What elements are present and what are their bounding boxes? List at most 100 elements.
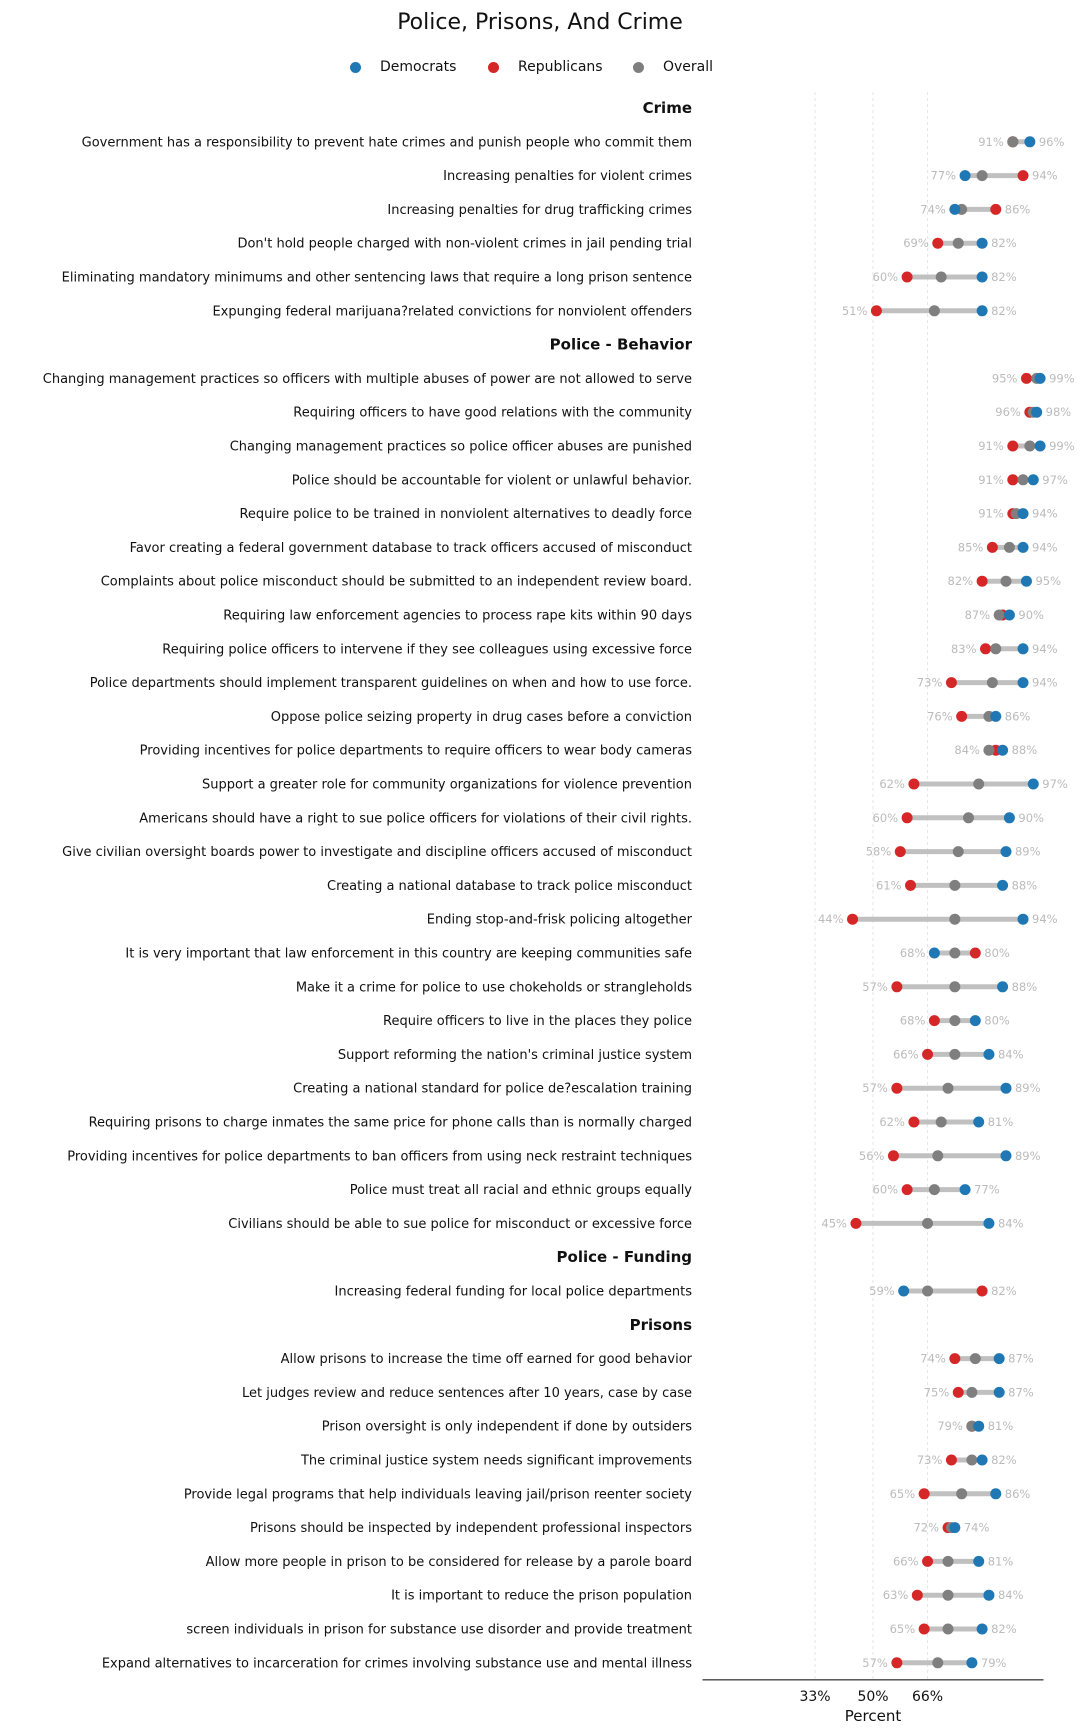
- marker-dem: [966, 1657, 978, 1669]
- max-value-label: 94%: [1032, 540, 1058, 554]
- data-row: Creating a national standard for police …: [293, 1081, 1040, 1097]
- marker-rep: [952, 1386, 964, 1398]
- min-value-label: 68%: [900, 946, 926, 960]
- marker-dem: [976, 237, 988, 249]
- marker-dem: [928, 947, 940, 959]
- x-tick-label: 33%: [799, 1689, 830, 1705]
- row-label: Requiring law enforcement agencies to pr…: [223, 609, 692, 624]
- legend-marker-democrats: [350, 61, 361, 73]
- marker-overall: [956, 1488, 968, 1500]
- min-value-label: 57%: [862, 1656, 888, 1670]
- marker-dem: [1034, 440, 1046, 452]
- marker-rep: [901, 1184, 913, 1196]
- row-label: Americans should have a right to sue pol…: [139, 811, 692, 826]
- data-row: Allow prisons to increase the time off e…: [281, 1352, 1034, 1368]
- marker-overall: [973, 778, 985, 790]
- max-value-label: 90%: [1018, 811, 1044, 825]
- marker-dem: [997, 744, 1009, 756]
- marker-overall: [1003, 541, 1015, 553]
- marker-rep: [1017, 170, 1029, 182]
- max-value-label: 81%: [988, 1419, 1014, 1433]
- max-value-label: 97%: [1042, 473, 1068, 487]
- x-tick-label: 66%: [912, 1689, 943, 1705]
- min-value-label: 74%: [920, 1352, 946, 1366]
- data-row: screen individuals in prison for substan…: [186, 1622, 1016, 1638]
- marker-rep: [928, 1015, 940, 1027]
- max-value-label: 74%: [964, 1521, 990, 1535]
- marker-overall: [949, 947, 961, 959]
- marker-dem: [1017, 677, 1029, 689]
- marker-dem: [976, 1454, 988, 1466]
- section-header: Crime: [643, 99, 692, 117]
- marker-overall: [949, 913, 961, 925]
- max-value-label: 82%: [991, 304, 1017, 318]
- row-label: Give civilian oversight boards power to …: [62, 845, 692, 860]
- row-label: It is very important that law enforcemen…: [125, 947, 692, 962]
- marker-rep: [990, 203, 1002, 215]
- marker-rep: [1007, 440, 1019, 452]
- max-value-label: 81%: [988, 1554, 1014, 1568]
- min-value-label: 66%: [893, 1554, 919, 1568]
- data-row: Let judges review and reduce sentences a…: [242, 1385, 1034, 1401]
- min-value-label: 73%: [917, 1453, 943, 1467]
- marker-dem: [1017, 643, 1029, 655]
- section-header: Police - Behavior: [550, 336, 693, 354]
- marker-overall: [935, 1116, 947, 1128]
- min-value-label: 44%: [818, 912, 844, 926]
- marker-overall: [976, 170, 988, 182]
- row-label: Police should be accountable for violent…: [292, 473, 692, 488]
- marker-dem: [1003, 812, 1015, 824]
- marker-dem: [1034, 372, 1046, 384]
- row-label: Expand alternatives to incarceration for…: [102, 1656, 692, 1671]
- max-value-label: 77%: [974, 1183, 1000, 1197]
- row-label: Let judges review and reduce sentences a…: [242, 1386, 692, 1401]
- row-label: Creating a national standard for police …: [293, 1082, 692, 1097]
- min-value-label: 57%: [862, 980, 888, 994]
- marker-dem: [997, 879, 1009, 891]
- row-label: Changing management practices so police …: [230, 440, 692, 455]
- marker-dem: [990, 710, 1002, 722]
- marker-overall: [966, 1386, 978, 1398]
- row-label: Require police to be trained in nonviole…: [239, 507, 692, 522]
- data-row: Police departments should implement tran…: [90, 676, 1058, 692]
- marker-dem: [949, 1522, 961, 1534]
- marker-dem: [1027, 778, 1039, 790]
- data-row: It is very important that law enforcemen…: [125, 946, 1010, 962]
- row-label: Don't hold people charged with non-viole…: [237, 237, 692, 252]
- data-row: It is important to reduce the prison pop…: [391, 1588, 1023, 1604]
- legend-item-democrats: Democrats: [350, 56, 456, 78]
- max-value-label: 82%: [991, 1453, 1017, 1467]
- min-value-label: 73%: [917, 676, 943, 690]
- marker-dem: [959, 170, 971, 182]
- max-value-label: 87%: [1008, 1385, 1034, 1399]
- max-value-label: 80%: [984, 946, 1010, 960]
- marker-rep: [922, 1048, 934, 1060]
- marker-rep: [976, 575, 988, 587]
- data-row: Requiring prisons to charge inmates the …: [89, 1115, 1014, 1131]
- marker-overall: [952, 237, 964, 249]
- data-row: Ending stop-and-frisk policing altogethe…: [427, 912, 1058, 928]
- legend-label-democrats: Democrats: [380, 59, 457, 75]
- min-value-label: 96%: [995, 405, 1021, 419]
- marker-rep: [918, 1488, 930, 1500]
- marker-dem: [898, 1285, 910, 1297]
- max-value-label: 94%: [1032, 912, 1058, 926]
- min-value-label: 72%: [913, 1521, 939, 1535]
- max-value-label: 94%: [1032, 169, 1058, 183]
- data-row: Provide legal programs that help individ…: [184, 1487, 1031, 1503]
- min-value-label: 69%: [903, 236, 929, 250]
- marker-rep: [905, 879, 917, 891]
- marker-dem: [1000, 1082, 1012, 1094]
- marker-overall: [969, 1353, 981, 1365]
- marker-dem: [1000, 846, 1012, 858]
- marker-rep: [1020, 372, 1032, 384]
- max-value-label: 84%: [998, 1216, 1024, 1230]
- max-value-label: 80%: [984, 1014, 1010, 1028]
- row-label: Expunging federal marijuana?related conv…: [212, 304, 692, 319]
- marker-rep: [945, 1454, 957, 1466]
- marker-overall: [928, 305, 940, 317]
- data-row: Civilians should be able to sue police f…: [228, 1216, 1023, 1232]
- row-label: Providing incentives for police departme…: [140, 744, 693, 759]
- min-value-label: 57%: [862, 1081, 888, 1095]
- marker-rep: [891, 981, 903, 993]
